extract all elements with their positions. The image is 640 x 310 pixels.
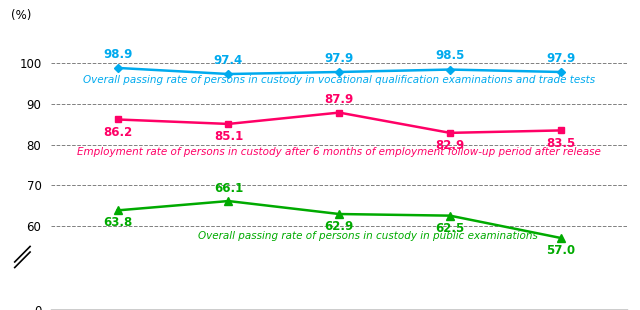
Text: 98.9: 98.9 bbox=[103, 48, 132, 61]
Text: 57.0: 57.0 bbox=[546, 244, 575, 257]
Text: 98.5: 98.5 bbox=[435, 49, 465, 62]
Text: 97.9: 97.9 bbox=[324, 52, 354, 65]
Text: (%): (%) bbox=[11, 9, 31, 22]
Text: 62.5: 62.5 bbox=[435, 222, 465, 235]
Text: 97.4: 97.4 bbox=[214, 54, 243, 67]
Text: 66.1: 66.1 bbox=[214, 182, 243, 195]
Text: 85.1: 85.1 bbox=[214, 130, 243, 143]
Text: Overall passing rate of persons in custody in vocational qualification examinati: Overall passing rate of persons in custo… bbox=[83, 75, 595, 85]
Text: 87.9: 87.9 bbox=[324, 94, 354, 106]
Text: 83.5: 83.5 bbox=[546, 136, 575, 149]
Text: 97.9: 97.9 bbox=[546, 52, 575, 65]
Text: 62.9: 62.9 bbox=[324, 220, 354, 233]
Text: 63.8: 63.8 bbox=[103, 216, 132, 229]
Text: 82.9: 82.9 bbox=[435, 139, 465, 152]
Text: Employment rate of persons in custody after 6 months of employment follow-up per: Employment rate of persons in custody af… bbox=[77, 147, 601, 157]
Text: Overall passing rate of persons in custody in public examinations: Overall passing rate of persons in custo… bbox=[198, 231, 538, 241]
Text: 86.2: 86.2 bbox=[103, 126, 132, 139]
